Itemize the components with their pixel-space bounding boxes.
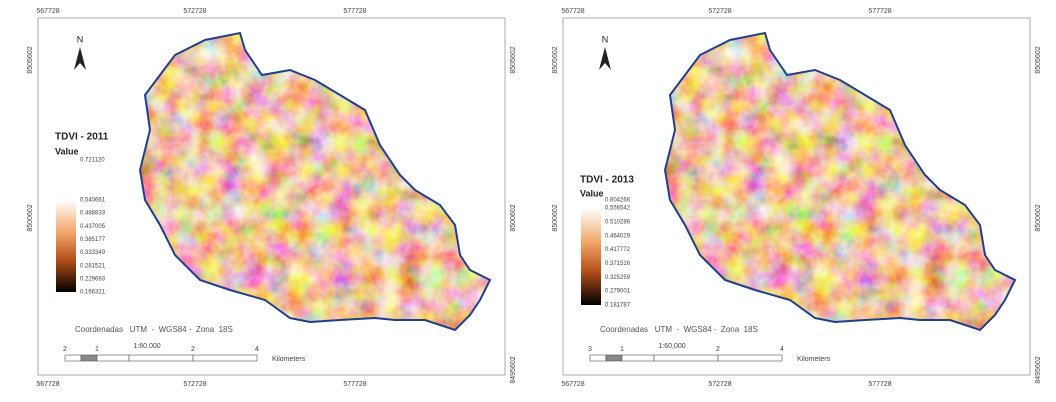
legend-value: 0.510286	[605, 219, 631, 225]
legend-value: 0.604266	[605, 198, 631, 204]
x-coord-top: 567728	[36, 8, 59, 15]
legend-value: 0.464029	[605, 233, 631, 239]
y-coord-right: 8505602	[510, 46, 517, 73]
legend-label: Value	[580, 188, 604, 198]
x-coord-top: 567728	[561, 8, 584, 15]
legend-value: 0.333349	[80, 250, 106, 256]
y-coord-left: 8505602	[552, 46, 559, 73]
x-coord-bottom: 577728	[343, 381, 366, 388]
projection-note: Coordenadas UTM - WGS84 - Zona 18S	[75, 325, 233, 334]
legend-title: TDVI - 2011	[55, 132, 109, 143]
scale-unit: Kilometers	[797, 356, 831, 363]
scale-label: 1	[620, 346, 624, 353]
legend-value: 0.417772	[605, 247, 631, 253]
scale-segment	[65, 355, 81, 361]
legend-value: 0.556542	[605, 206, 631, 212]
x-coord-bottom: 567728	[36, 381, 59, 388]
scale-segment	[97, 355, 129, 361]
y-coord-right: 8505602	[1035, 46, 1042, 73]
x-coord-bottom: 577728	[868, 381, 891, 388]
legend-label: Value	[55, 146, 79, 156]
north-label: N	[602, 34, 609, 44]
scale-unit: Kilometers	[272, 356, 306, 363]
x-coord-bottom: 572728	[183, 381, 206, 388]
projection-note: Coordenadas UTM - WGS84 - Zona 18S	[600, 325, 758, 334]
x-coord-top: 572728	[183, 8, 206, 15]
legend-value: 0.488833	[80, 211, 106, 217]
color-ramp	[56, 200, 76, 292]
x-coord-top: 577728	[868, 8, 891, 15]
legend-value: 0.229693	[80, 276, 106, 282]
north-label: N	[77, 34, 84, 44]
y-coord-left: 8505602	[27, 46, 34, 73]
scale-label: 3	[588, 346, 592, 353]
y-coord-left: 8500602	[552, 204, 559, 231]
scale-ratio: 1:60,000	[133, 343, 160, 350]
x-coord-top: 577728	[343, 8, 366, 15]
map-figure: 567728 572728 577728 567728 572728 577728 8505…	[0, 0, 1056, 402]
y-coord-right: 8500602	[1035, 204, 1042, 231]
legend-value: 0.371516	[605, 261, 631, 267]
legend-value: 0.540661	[80, 198, 106, 204]
y-coord-right: 8495602	[510, 356, 517, 383]
x-coord-bottom: 567728	[561, 381, 584, 388]
legend-value: 0.281521	[80, 263, 106, 269]
scale-label: 2	[191, 346, 195, 353]
map-panel: 567728 572728 577728 567728 572728 577728 8505…	[27, 8, 517, 388]
scale-segment	[590, 355, 606, 361]
color-ramp	[581, 208, 601, 305]
scale-label: 2	[716, 346, 720, 353]
y-coord-right: 8500602	[510, 204, 517, 231]
scale-label: 4	[255, 346, 259, 353]
legend-value: 0.721120	[80, 158, 105, 164]
scale-segment	[81, 355, 97, 361]
scale-segment	[193, 355, 257, 361]
scale-segment	[718, 355, 782, 361]
scale-label: 4	[780, 346, 784, 353]
x-coord-bottom: 572728	[708, 381, 731, 388]
scale-label: 1	[95, 346, 99, 353]
legend-title: TDVI - 2013	[580, 175, 634, 186]
scale-segment	[654, 355, 718, 361]
y-coord-right: 8495602	[1035, 356, 1042, 383]
scale-label: 2	[63, 346, 67, 353]
map-panel: 567728 572728 577728 567728 572728 577728 8505…	[552, 8, 1042, 388]
x-coord-top: 572728	[708, 8, 731, 15]
scale-segment	[622, 355, 654, 361]
legend-value: 0.437005	[80, 224, 106, 230]
legend-value: 0.385177	[80, 237, 106, 243]
y-coord-left: 8500602	[27, 204, 34, 231]
scale-segment	[606, 355, 622, 361]
legend-value: 0.279001	[605, 289, 631, 295]
scale-segment	[129, 355, 193, 361]
legend-value: 0.325259	[605, 275, 631, 281]
scale-ratio: 1:60,000	[658, 343, 685, 350]
legend-value: 0.181787	[605, 303, 631, 309]
legend-value: 0.166321	[80, 290, 106, 296]
